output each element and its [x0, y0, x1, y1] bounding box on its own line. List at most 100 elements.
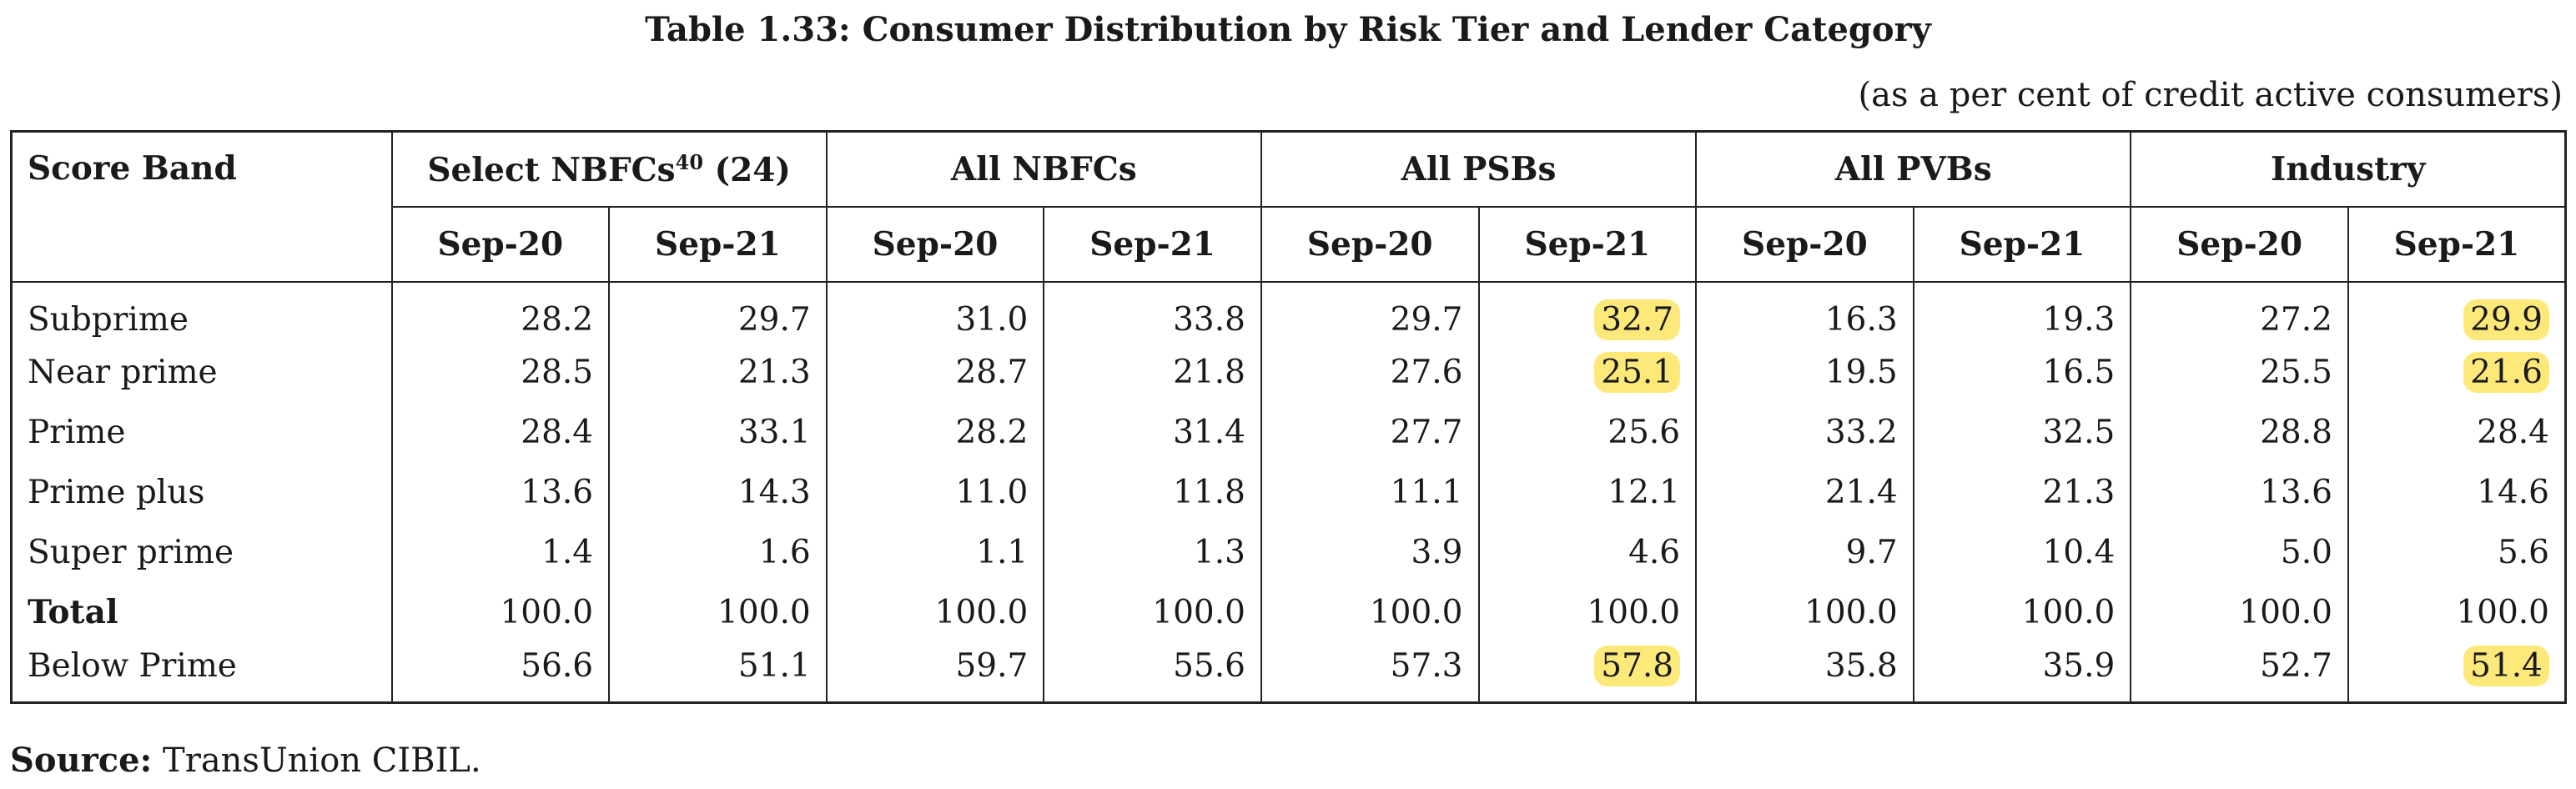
table-cell: 19.3: [1913, 282, 2132, 342]
table-cell: 21.8: [1044, 342, 1262, 402]
table-cell: 28.4: [2347, 402, 2567, 462]
table-cell: 52.7: [2131, 642, 2349, 702]
table-cell: 32.7: [1478, 282, 1698, 342]
table-cell: 28.8: [2131, 402, 2349, 462]
table-cell: 12.1: [1478, 462, 1698, 522]
row-label: Subprime: [11, 282, 393, 342]
table-cell: 100.0: [2347, 582, 2567, 642]
row-label: Prime plus: [11, 462, 393, 522]
table-cell: 100.0: [391, 582, 611, 642]
table-cell: 28.2: [826, 402, 1045, 462]
table-cell: 9.7: [1696, 522, 1914, 582]
table-cell: 25.1: [1478, 342, 1698, 402]
group-header-industry: Industry: [2131, 131, 2567, 208]
table-cell: 100.0: [2131, 582, 2349, 642]
period-header: Sep-21: [1044, 207, 1262, 283]
table-cell: 29.7: [1260, 282, 1480, 342]
table-cell: 21.3: [609, 342, 828, 402]
score-band-header: Score Band: [11, 131, 393, 283]
group-header-all-psbs: All PSBs: [1260, 131, 1698, 208]
table-cell: 25.5: [2131, 342, 2349, 402]
table-cell: 21.3: [1913, 462, 2132, 522]
table-title: Table 1.33: Consumer Distribution by Ris…: [645, 10, 1931, 49]
table-cell: 28.4: [391, 402, 611, 462]
table-cell: 35.9: [1913, 642, 2132, 702]
table-cell: 3.9: [1260, 522, 1480, 582]
period-header: Sep-20: [2131, 207, 2349, 283]
row-label: Super prime: [11, 522, 393, 582]
table-cell: 28.7: [826, 342, 1045, 402]
table-cell: 31.0: [826, 282, 1045, 342]
table-cell: 5.6: [2347, 522, 2567, 582]
table-cell: 16.5: [1913, 342, 2132, 402]
table-cell: 57.8: [1478, 642, 1698, 702]
table-cell: 100.0: [1478, 582, 1698, 642]
table-row: Below Prime 56.6 51.1 59.7 55.6 57.3 57.8 35.8 3…: [11, 642, 2567, 702]
table-cell: 5.0: [2131, 522, 2349, 582]
table-row: Subprime 28.2 29.7 31.0 33.8 29.7 32.7 16.3 19.3…: [11, 282, 2567, 342]
unit-note: (as a per cent of credit active consumer…: [1858, 76, 2563, 114]
table-cell: 13.6: [2131, 462, 2349, 522]
highlighted-value: 29.9: [2463, 299, 2549, 340]
table-cell: 21.6: [2347, 342, 2567, 402]
table-cell: 28.5: [391, 342, 611, 402]
table-row: Prime plus 13.6 14.3 11.0 11.8 11.1 12.1 21.4 21…: [11, 462, 2567, 522]
period-header: Sep-20: [1696, 207, 1914, 283]
table-cell: 56.6: [391, 642, 611, 702]
row-label: Prime: [11, 402, 393, 462]
table-cell: 100.0: [1260, 582, 1480, 642]
table-cell: 13.6: [391, 462, 611, 522]
table-row: Total 100.0 100.0 100.0 100.0 100.0 100.0 100.0…: [11, 582, 2567, 642]
highlighted-value: 57.8: [1594, 645, 1681, 686]
table-cell: 11.0: [826, 462, 1045, 522]
highlighted-value: 21.6: [2463, 351, 2549, 393]
table-cell: 25.6: [1478, 402, 1698, 462]
table-cell: 16.3: [1696, 282, 1914, 342]
risk-tier-table: Score Band Select NBFCs40 (24) All NBFCs…: [10, 130, 2567, 704]
table-cell: 33.2: [1696, 402, 1914, 462]
row-label: Below Prime: [11, 642, 393, 702]
table-cell: 57.3: [1260, 642, 1480, 702]
table-cell: 100.0: [609, 582, 828, 642]
table-cell: 100.0: [1044, 582, 1262, 642]
table-row: Prime 28.4 33.1 28.2 31.4 27.7 25.6 33.2 32.5 28.…: [11, 402, 2567, 462]
header-group-row: Score Band Select NBFCs40 (24) All NBFCs…: [11, 131, 2567, 283]
table-cell: 33.1: [609, 402, 828, 462]
period-header: Sep-21: [2347, 207, 2567, 283]
table-cell: 14.3: [609, 462, 828, 522]
period-header: Sep-20: [826, 207, 1045, 283]
period-header: Sep-21: [1913, 207, 2132, 283]
table-cell: 1.6: [609, 522, 828, 582]
table-cell: 27.7: [1260, 402, 1480, 462]
table-cell: 14.6: [2347, 462, 2567, 522]
table-cell: 1.4: [391, 522, 611, 582]
table-row: Near prime 28.5 21.3 28.7 21.8 27.6 25.1 19.5 16…: [11, 342, 2567, 402]
table-cell: 59.7: [826, 642, 1045, 702]
highlighted-value: 25.1: [1594, 351, 1681, 393]
table-cell: 51.4: [2347, 642, 2567, 702]
table-cell: 100.0: [1913, 582, 2132, 642]
table-cell: 55.6: [1044, 642, 1262, 702]
table-cell: 51.1: [609, 642, 828, 702]
table-cell: 1.3: [1044, 522, 1262, 582]
source-note: Source: TransUnion CIBIL.: [10, 741, 481, 780]
table-row: Super prime 1.4 1.6 1.1 1.3 3.9 4.6 9.7 10.4 5.0 5…: [11, 522, 2567, 582]
table-cell: 11.1: [1260, 462, 1480, 522]
group-header-all-pvbs: All PVBs: [1696, 131, 2132, 208]
period-header: Sep-21: [1478, 207, 1698, 283]
period-header: Sep-20: [1260, 207, 1480, 283]
table-cell: 100.0: [826, 582, 1045, 642]
table-cell: 100.0: [1696, 582, 1914, 642]
highlighted-value: 51.4: [2463, 645, 2549, 686]
table-cell: 32.5: [1913, 402, 2132, 462]
table-cell: 1.1: [826, 522, 1045, 582]
row-label: Total: [11, 582, 393, 642]
group-header-all-nbfcs: All NBFCs: [826, 131, 1262, 208]
table-cell: 33.8: [1044, 282, 1262, 342]
table-cell: 29.7: [609, 282, 828, 342]
table-cell: 19.5: [1696, 342, 1914, 402]
row-label: Near prime: [11, 342, 393, 402]
period-header: Sep-20: [391, 207, 611, 283]
table-cell: 27.6: [1260, 342, 1480, 402]
table-cell: 21.4: [1696, 462, 1914, 522]
